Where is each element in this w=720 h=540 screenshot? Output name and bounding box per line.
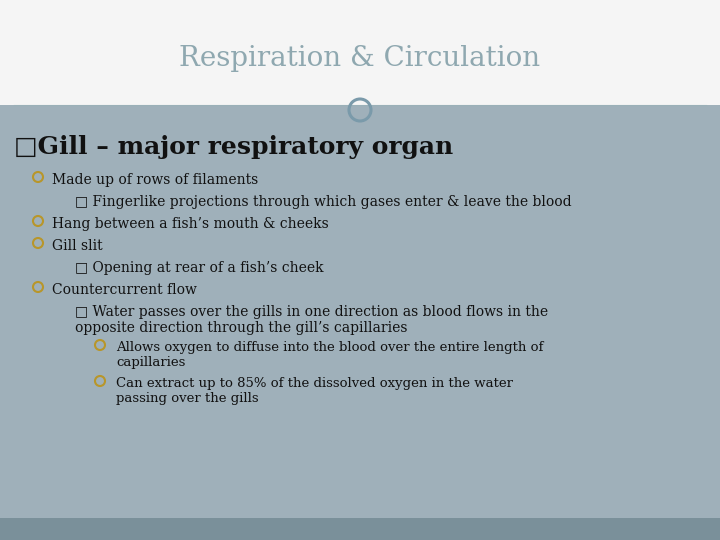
Text: Respiration & Circulation: Respiration & Circulation: [179, 44, 541, 71]
Text: □ Opening at rear of a fish’s cheek: □ Opening at rear of a fish’s cheek: [75, 261, 323, 275]
Text: □ Water passes over the gills in one direction as blood flows in the
opposite di: □ Water passes over the gills in one dir…: [75, 305, 548, 335]
Text: □ Fingerlike projections through which gases enter & leave the blood: □ Fingerlike projections through which g…: [75, 195, 572, 209]
Text: Hang between a fish’s mouth & cheeks: Hang between a fish’s mouth & cheeks: [52, 217, 329, 231]
FancyBboxPatch shape: [0, 105, 720, 518]
Text: Made up of rows of filaments: Made up of rows of filaments: [52, 173, 258, 187]
Text: Countercurrent flow: Countercurrent flow: [52, 283, 197, 297]
Text: □Gill – major respiratory organ: □Gill – major respiratory organ: [14, 135, 454, 159]
Text: Gill slit: Gill slit: [52, 239, 103, 253]
FancyBboxPatch shape: [0, 0, 720, 105]
FancyBboxPatch shape: [0, 518, 720, 540]
Text: Allows oxygen to diffuse into the blood over the entire length of
capillaries: Allows oxygen to diffuse into the blood …: [116, 341, 544, 369]
Text: Can extract up to 85% of the dissolved oxygen in the water
passing over the gill: Can extract up to 85% of the dissolved o…: [116, 377, 513, 405]
